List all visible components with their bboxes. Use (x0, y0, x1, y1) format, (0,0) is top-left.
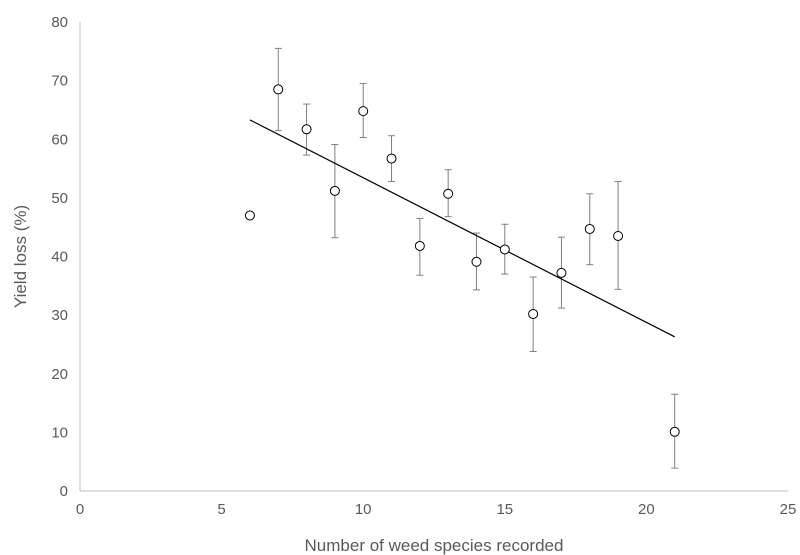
x-tick-label: 25 (780, 501, 797, 518)
trendline (249, 119, 675, 338)
data-point (528, 308, 539, 319)
x-axis-title: Number of weed species recorded (305, 536, 564, 555)
data-point (613, 230, 624, 241)
x-tick-label: 5 (217, 501, 225, 518)
y-tick-label: 50 (51, 190, 68, 207)
y-tick-label: 30 (51, 307, 68, 324)
y-tick-label: 80 (51, 14, 68, 31)
y-tick-label: 20 (51, 366, 68, 383)
data-point (499, 244, 510, 255)
y-tick-label: 60 (51, 131, 68, 148)
data-point (443, 188, 454, 199)
data-point (584, 223, 595, 234)
y-tick-label: 10 (51, 424, 68, 441)
data-point (244, 210, 255, 221)
data-points (244, 84, 680, 437)
y-tick-label: 70 (51, 73, 68, 90)
y-tick-labels: 0 10 20 30 40 50 60 70 80 (51, 14, 68, 500)
data-point (358, 106, 369, 117)
data-point (386, 153, 397, 164)
x-tick-labels: 0 5 10 15 20 25 (76, 501, 797, 518)
data-point (301, 124, 312, 135)
data-point (329, 185, 340, 196)
x-tick-label: 10 (355, 501, 372, 518)
data-point (414, 240, 425, 251)
data-point (471, 256, 482, 267)
data-point (669, 426, 680, 437)
y-tick-label: 0 (60, 483, 68, 500)
x-tick-label: 15 (496, 501, 513, 518)
x-tick-label: 20 (638, 501, 655, 518)
trendline-group (249, 119, 675, 338)
data-point (556, 267, 567, 278)
x-tick-label: 0 (76, 501, 84, 518)
y-tick-label: 40 (51, 249, 68, 266)
data-point (273, 84, 284, 95)
y-axis-title: Yield loss (%) (11, 205, 30, 308)
axes (79, 22, 788, 492)
